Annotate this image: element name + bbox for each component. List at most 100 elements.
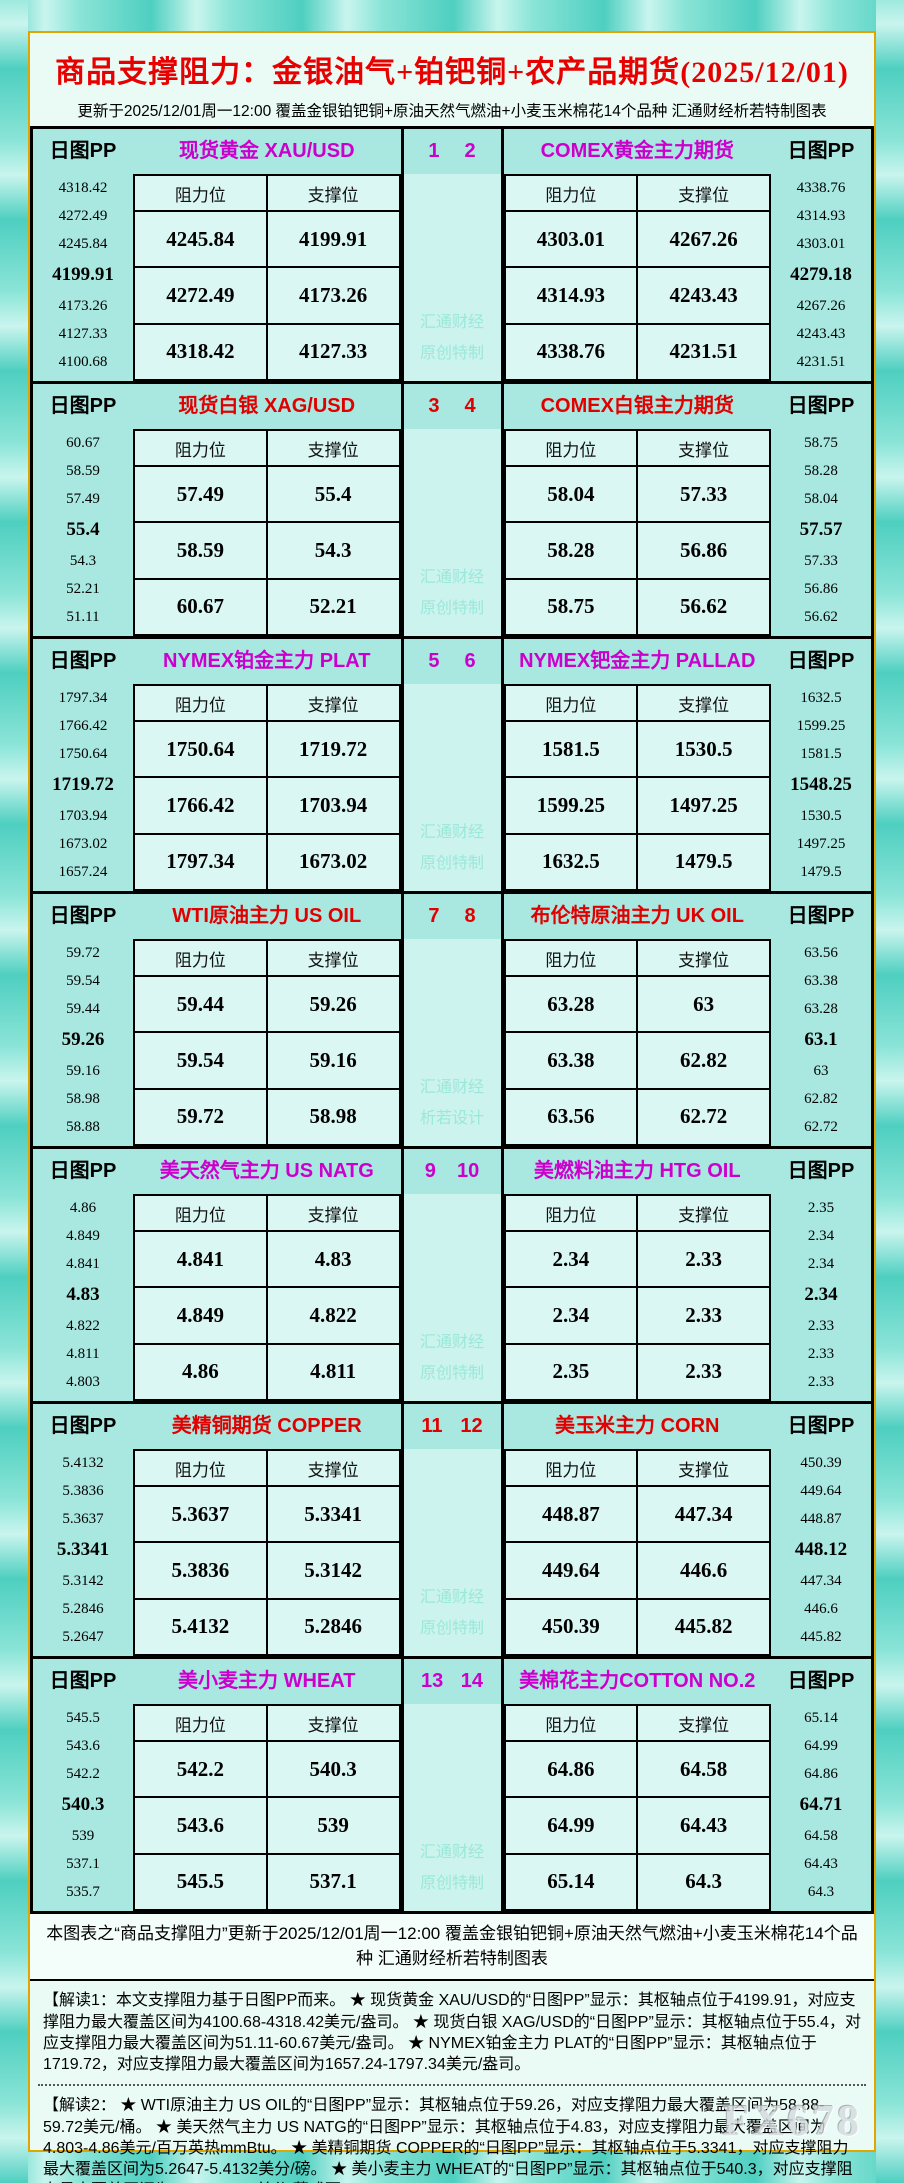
commodity-panel: 日图PP 60.67 58.59 57.49 55.4 54.3 52.21 5… xyxy=(33,384,871,639)
support-header: 支撑位 xyxy=(636,684,771,722)
pp-column-left: 日图PP 60.67 58.59 57.49 55.4 54.3 52.21 5… xyxy=(33,384,133,636)
pp-values-right: 4338.76 4314.93 4303.01 4279.18 4267.26 … xyxy=(771,174,871,381)
pp-values-left: 59.72 59.54 59.44 59.26 59.16 58.98 58.8… xyxy=(33,939,133,1146)
pp-value: 543.6 xyxy=(66,1737,100,1754)
levels-table: 阻力位 支撑位 5.3637 5.3341 5.3836 5.3142 5.41… xyxy=(133,1449,401,1657)
instrument-left: 美天然气主力 US NATG 阻力位 支撑位 4.841 4.83 4.849 … xyxy=(133,1149,401,1402)
pair-number: 11 xyxy=(421,1415,443,1437)
level-cell: 64.43 xyxy=(636,1796,771,1855)
interpretation-2: 【解读2： ★ WTI原油主力 US OIL的“日图PP”显示：其枢轴点位于59… xyxy=(43,2097,853,2183)
support-header: 支撑位 xyxy=(265,1194,401,1232)
level-cell: 4199.91 xyxy=(265,209,401,269)
level-cell: 59.54 xyxy=(133,1031,268,1090)
pp-value: 446.6 xyxy=(804,1601,838,1618)
pp-header-label: 日图PP xyxy=(49,905,117,927)
level-cell: 64.3 xyxy=(636,1852,771,1912)
pp-pivot-value: 59.26 xyxy=(61,1029,105,1051)
levels-table: 阻力位 支撑位 58.04 57.33 58.28 56.86 58.75 56… xyxy=(503,429,771,637)
pp-value: 63 xyxy=(813,1062,829,1079)
levels-table: 阻力位 支撑位 542.2 540.3 543.6 539 545.5 537.… xyxy=(133,1704,401,1912)
resistance-header: 阻力位 xyxy=(133,429,268,467)
pair-numbers: 3 4 xyxy=(404,384,501,429)
page-title: 商品支撑阻力：金银油气+铂钯铜+农产品期货(2025/12/01) xyxy=(55,56,849,89)
pp-value: 4318.42 xyxy=(58,179,108,196)
commodity-title: 美小麦主力 WHEAT xyxy=(178,1670,356,1692)
pp-column-left: 日图PP 5.4132 5.3836 5.3637 5.3341 5.3142 … xyxy=(33,1404,133,1656)
level-cell: 4267.26 xyxy=(636,209,771,269)
interpretation-1: 【解读1：本文支撑阻力基于日图PP而来。 ★ 现货黄金 XAU/USD的“日图P… xyxy=(43,1992,861,2074)
pp-value: 5.3836 xyxy=(62,1482,104,1499)
level-cell: 545.5 xyxy=(133,1852,268,1912)
pp-value: 2.33 xyxy=(807,1317,835,1334)
pp-value: 59.54 xyxy=(66,972,100,989)
level-cell: 59.16 xyxy=(265,1031,401,1090)
pp-value: 1497.25 xyxy=(796,836,846,853)
pp-column-left: 日图PP 59.72 59.54 59.44 59.26 59.16 58.98… xyxy=(33,894,133,1146)
pp-value: 58.04 xyxy=(804,491,838,508)
levels-table: 阻力位 支撑位 448.87 447.34 449.64 446.6 450.3… xyxy=(503,1449,771,1657)
pp-value: 4100.68 xyxy=(58,354,108,371)
pp-pivot-value: 2.34 xyxy=(804,1284,838,1306)
pp-values-left: 4.86 4.849 4.841 4.83 4.822 4.811 4.803 xyxy=(33,1194,133,1401)
level-cell: 56.86 xyxy=(636,521,771,580)
level-cell: 1581.5 xyxy=(503,719,639,779)
level-cell: 1766.42 xyxy=(133,776,268,835)
pp-value: 448.87 xyxy=(800,1511,842,1528)
resistance-header: 阻力位 xyxy=(503,684,639,722)
pair-number-column: 3 4 汇通财经 原创特制 xyxy=(400,384,504,636)
level-cell: 62.72 xyxy=(636,1087,771,1147)
pair-column-body: 汇通财经 原创特制 xyxy=(403,1449,501,1656)
pair-numbers: 13 14 xyxy=(404,1659,501,1704)
pp-header-label: 日图PP xyxy=(49,650,117,672)
pp-pivot-value: 63.1 xyxy=(804,1029,838,1051)
instrument-right: NYMEX钯金主力 PALLAD 阻力位 支撑位 1581.5 1530.5 1… xyxy=(503,639,771,892)
level-cell: 54.3 xyxy=(265,521,401,580)
commodity-panel: 日图PP 4.86 4.849 4.841 4.83 4.822 4.811 4… xyxy=(33,1149,871,1404)
level-cell: 4.822 xyxy=(265,1286,401,1345)
resistance-header: 阻力位 xyxy=(133,1194,268,1232)
pp-header-label: 日图PP xyxy=(49,1415,117,1437)
commodity-panel: 日图PP 1797.34 1766.42 1750.64 1719.72 170… xyxy=(33,639,871,894)
pp-value: 4231.51 xyxy=(796,354,846,371)
level-cell: 5.2846 xyxy=(265,1597,401,1657)
level-cell: 537.1 xyxy=(265,1852,401,1912)
levels-table: 阻力位 支撑位 57.49 55.4 58.59 54.3 60.67 52.2… xyxy=(133,429,401,637)
level-cell: 4303.01 xyxy=(503,209,639,269)
level-cell: 446.6 xyxy=(636,1541,771,1600)
pair-number: 4 xyxy=(464,395,476,417)
commodity-title: 美燃料油主力 HTG OIL xyxy=(533,1160,741,1182)
pp-values-right: 58.75 58.28 58.04 57.57 57.33 56.86 56.6… xyxy=(771,429,871,636)
level-cell: 4245.84 xyxy=(133,209,268,269)
commodity-title: 美棉花主力COTTON NO.2 xyxy=(519,1670,756,1692)
brand-watermark: 汇通财经 析若设计 xyxy=(404,1073,501,1146)
pp-value: 545.5 xyxy=(66,1709,100,1726)
pp-column-right: 日图PP 4338.76 4314.93 4303.01 4279.18 426… xyxy=(771,129,871,381)
pp-pivot-value: 4199.91 xyxy=(52,264,114,286)
level-cell: 4318.42 xyxy=(133,322,268,382)
commodity-title: 布伦特原油主力 UK OIL xyxy=(530,905,744,927)
commodity-title: WTI原油主力 US OIL xyxy=(172,905,362,927)
brand-watermark-line: 原创特制 xyxy=(419,344,484,362)
pp-column-left: 日图PP 1797.34 1766.42 1750.64 1719.72 170… xyxy=(33,639,133,891)
dotted-divider xyxy=(38,2084,866,2087)
pp-pivot-value: 540.3 xyxy=(61,1794,105,1816)
level-cell: 543.6 xyxy=(133,1796,268,1855)
pp-value: 64.58 xyxy=(804,1827,838,1844)
pair-number: 10 xyxy=(457,1160,480,1182)
pp-value: 1673.02 xyxy=(58,836,108,853)
pp-value: 4245.84 xyxy=(58,236,108,253)
pair-number: 12 xyxy=(460,1415,483,1437)
pp-value: 445.82 xyxy=(800,1629,842,1646)
level-cell: 2.33 xyxy=(636,1342,771,1402)
resistance-header: 阻力位 xyxy=(133,174,268,212)
pp-values-right: 65.14 64.99 64.86 64.71 64.58 64.43 64.3 xyxy=(771,1704,871,1911)
pair-numbers: 7 8 xyxy=(404,894,501,939)
pair-numbers: 9 10 xyxy=(404,1149,501,1194)
brand-watermark: 汇通财经 原创特制 xyxy=(404,1328,501,1401)
level-cell: 447.34 xyxy=(636,1484,771,1544)
level-cell: 52.21 xyxy=(265,577,401,637)
pair-number: 2 xyxy=(464,140,476,162)
pp-value: 1632.5 xyxy=(800,689,842,706)
pp-value: 1530.5 xyxy=(800,807,842,824)
pp-pivot-value: 1548.25 xyxy=(790,774,852,796)
